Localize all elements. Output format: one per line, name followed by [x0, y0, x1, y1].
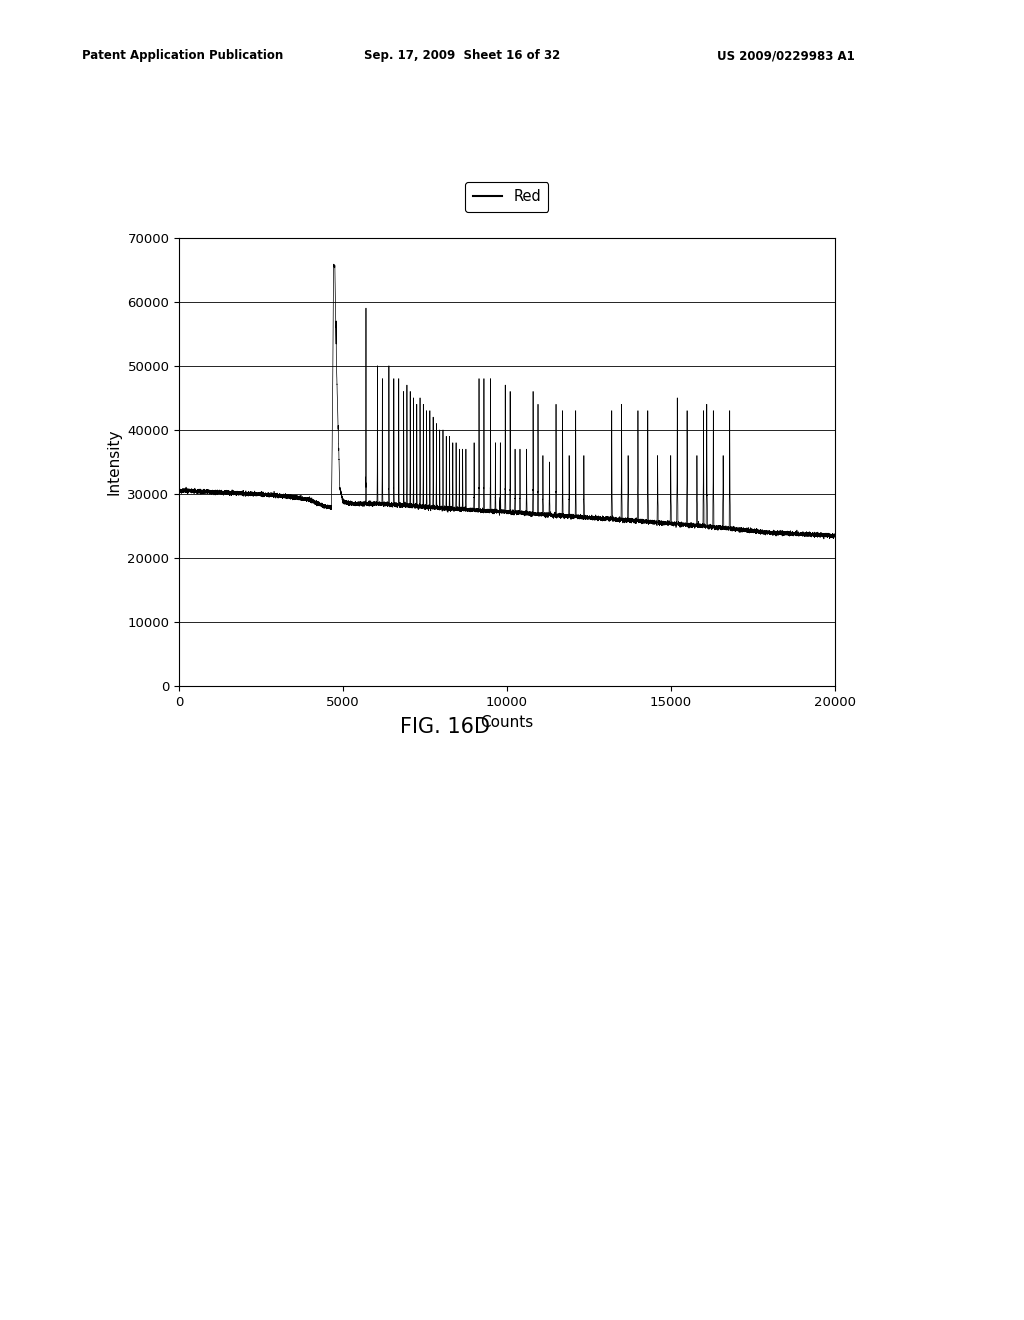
Legend: Red: Red	[465, 182, 549, 211]
Text: FIG. 16D: FIG. 16D	[400, 717, 490, 737]
Text: Patent Application Publication: Patent Application Publication	[82, 49, 284, 62]
Y-axis label: Intensity: Intensity	[106, 429, 122, 495]
Text: US 2009/0229983 A1: US 2009/0229983 A1	[717, 49, 855, 62]
X-axis label: Counts: Counts	[480, 714, 534, 730]
Text: Sep. 17, 2009  Sheet 16 of 32: Sep. 17, 2009 Sheet 16 of 32	[364, 49, 560, 62]
